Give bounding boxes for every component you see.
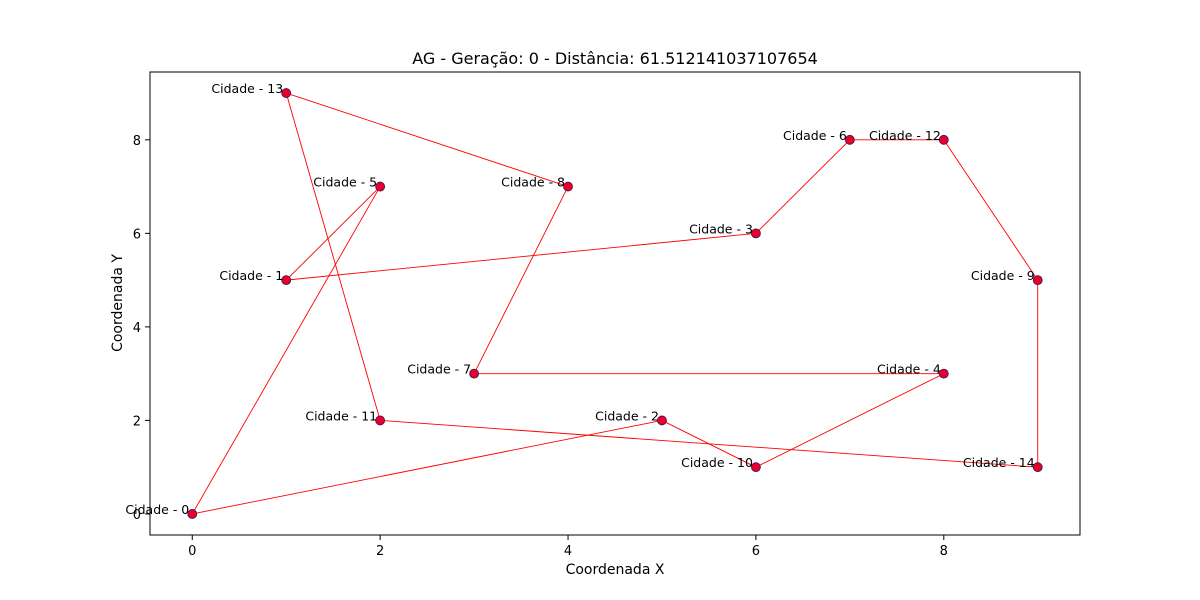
city-label: Cidade - 7 xyxy=(407,362,471,377)
route-segment xyxy=(286,92,569,188)
city-marker xyxy=(563,181,573,192)
route-lines xyxy=(191,92,1039,515)
route-segment xyxy=(285,186,381,281)
city-label: Cidade - 1 xyxy=(219,268,283,283)
y-axis-label: Coordenada Y xyxy=(110,254,126,352)
x-tick-label: 0 xyxy=(188,544,196,559)
y-axis-ticks: 0 2 4 6 8 xyxy=(133,134,150,523)
x-axis-ticks: 0 2 4 6 8 xyxy=(188,535,948,559)
route-segment xyxy=(943,139,1039,281)
city-marker xyxy=(1032,275,1043,286)
city-marker xyxy=(375,181,386,192)
route-segment xyxy=(191,186,381,515)
city-markers xyxy=(187,88,1043,519)
city-marker xyxy=(469,368,479,379)
city-label: Cidade - 4 xyxy=(877,362,941,377)
chart-title: AG - Geração: 0 - Distância: 61.51214103… xyxy=(412,49,818,68)
city-label: Cidade - 3 xyxy=(689,221,753,236)
city-marker xyxy=(657,415,667,426)
route-segment xyxy=(285,92,381,421)
route-segment xyxy=(192,419,663,515)
route-segment xyxy=(380,419,1038,468)
route-segment xyxy=(286,232,756,281)
plot-frame xyxy=(149,71,1081,536)
x-tick-label: 8 xyxy=(940,544,948,559)
city-label: Cidade - 9 xyxy=(971,268,1035,283)
city-marker xyxy=(751,462,761,473)
x-tick-label: 6 xyxy=(752,544,760,559)
x-tick-label: 2 xyxy=(376,544,384,559)
y-tick-label: 0 xyxy=(133,508,141,523)
city-label: Cidade - 13 xyxy=(211,81,283,96)
city-label: Cidade - 6 xyxy=(783,128,847,143)
city-marker xyxy=(375,415,386,426)
route-segment xyxy=(755,139,851,234)
city-marker xyxy=(281,88,292,98)
x-tick-label: 4 xyxy=(564,544,572,559)
x-axis-label: Coordenada X xyxy=(566,562,665,578)
city-marker xyxy=(938,368,949,379)
city-labels: Cidade - 0 Cidade - 1 Cidade - 2 Cidade - 3… xyxy=(125,81,1034,517)
city-label: Cidade - 10 xyxy=(681,455,753,470)
route-segment xyxy=(473,186,569,374)
city-label: Cidade - 0 xyxy=(125,502,189,517)
city-label: Cidade - 14 xyxy=(963,455,1035,470)
city-marker xyxy=(844,134,855,145)
route-segment xyxy=(755,373,944,468)
city-marker xyxy=(751,228,761,239)
city-label: Cidade - 5 xyxy=(313,175,377,190)
city-label: Cidade - 8 xyxy=(501,175,565,190)
city-marker xyxy=(187,509,198,519)
city-label: Cidade - 11 xyxy=(305,408,377,423)
y-tick-label: 6 xyxy=(133,227,141,242)
city-marker xyxy=(1032,462,1043,473)
y-tick-label: 2 xyxy=(133,414,141,429)
city-marker xyxy=(938,134,949,145)
y-tick-label: 8 xyxy=(133,134,141,149)
city-label: Cidade - 2 xyxy=(595,408,659,423)
y-tick-label: 4 xyxy=(133,321,141,336)
city-marker xyxy=(281,275,292,286)
city-label: Cidade - 12 xyxy=(869,128,941,143)
